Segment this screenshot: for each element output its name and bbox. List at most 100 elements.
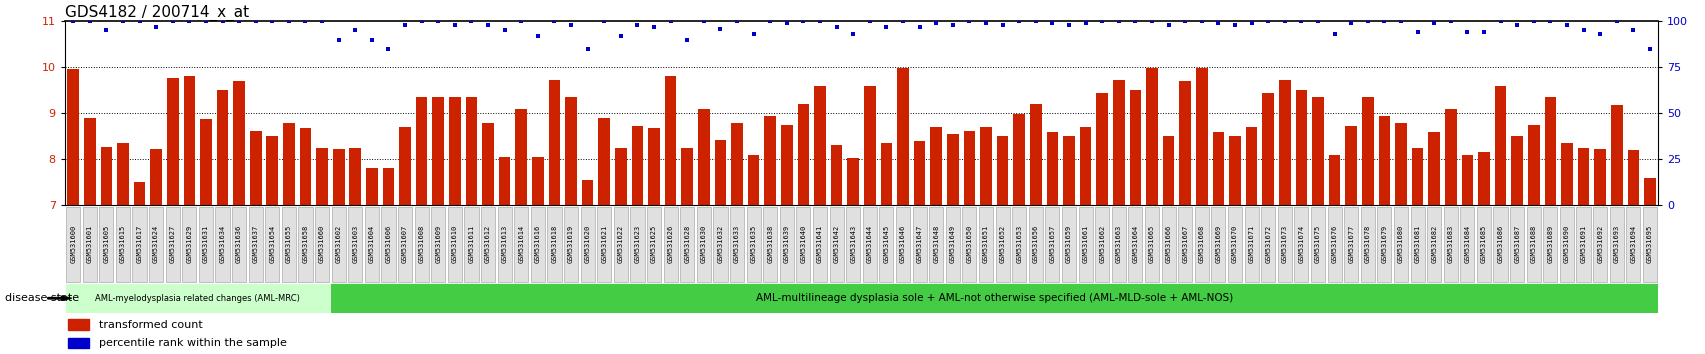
FancyBboxPatch shape [1492, 207, 1507, 282]
FancyBboxPatch shape [66, 207, 80, 282]
FancyBboxPatch shape [680, 207, 694, 282]
Point [839, 31, 866, 37]
FancyBboxPatch shape [1127, 207, 1142, 282]
Text: GSM531695: GSM531695 [1645, 225, 1652, 263]
Text: GSM531693: GSM531693 [1613, 225, 1618, 263]
Point [1137, 18, 1165, 24]
Point [1354, 18, 1381, 24]
FancyBboxPatch shape [1526, 207, 1540, 282]
Point [558, 22, 585, 28]
Bar [515, 109, 527, 205]
Text: GSM531665: GSM531665 [1149, 225, 1154, 263]
Bar [234, 81, 246, 205]
Text: GSM531678: GSM531678 [1364, 225, 1369, 263]
Bar [1062, 136, 1074, 205]
Bar [747, 155, 759, 205]
Bar [598, 118, 610, 205]
Bar [68, 319, 89, 330]
Point [109, 18, 136, 24]
Bar [217, 90, 228, 205]
Point [1453, 29, 1480, 35]
Text: GSM531602: GSM531602 [336, 225, 341, 263]
Text: GSM531687: GSM531687 [1514, 225, 1519, 263]
FancyBboxPatch shape [431, 207, 445, 282]
FancyBboxPatch shape [1294, 207, 1308, 282]
Point [1536, 18, 1563, 24]
FancyBboxPatch shape [116, 207, 130, 282]
FancyBboxPatch shape [1309, 207, 1325, 282]
Text: GSM531684: GSM531684 [1463, 225, 1470, 263]
Point [1519, 18, 1546, 24]
FancyBboxPatch shape [82, 207, 97, 282]
FancyBboxPatch shape [1245, 207, 1258, 282]
Text: GSM531694: GSM531694 [1630, 225, 1635, 263]
Point [772, 20, 800, 26]
Text: GSM531632: GSM531632 [718, 225, 723, 263]
FancyBboxPatch shape [1326, 207, 1340, 282]
Point [225, 18, 252, 24]
Text: disease state: disease state [5, 293, 78, 303]
Bar [781, 125, 793, 205]
Point [1221, 22, 1248, 28]
Bar [167, 78, 179, 205]
FancyBboxPatch shape [945, 207, 960, 282]
Text: GSM531655: GSM531655 [286, 225, 292, 263]
Bar [266, 136, 278, 205]
Text: GSM531680: GSM531680 [1396, 225, 1403, 263]
Point [1204, 20, 1231, 26]
FancyBboxPatch shape [1211, 207, 1224, 282]
Point [873, 24, 900, 30]
Point [1552, 22, 1579, 28]
Bar [118, 143, 128, 205]
Text: AML-myelodysplasia related changes (AML-MRC): AML-myelodysplasia related changes (AML-… [95, 294, 300, 303]
Text: GSM531616: GSM531616 [535, 225, 540, 263]
FancyBboxPatch shape [779, 207, 793, 282]
FancyBboxPatch shape [663, 207, 677, 282]
Bar [65, 283, 331, 313]
Bar [946, 134, 958, 205]
FancyBboxPatch shape [232, 207, 246, 282]
Bar [549, 80, 559, 205]
Point [1287, 18, 1315, 24]
Point [1470, 29, 1497, 35]
Text: GSM531650: GSM531650 [965, 225, 972, 263]
Bar [1461, 155, 1473, 205]
Point [806, 18, 834, 24]
Bar [300, 127, 310, 205]
Text: GSM531644: GSM531644 [866, 225, 873, 263]
Text: GSM531667: GSM531667 [1182, 225, 1187, 263]
Point [673, 37, 701, 42]
Bar [929, 127, 941, 205]
Bar [863, 86, 875, 205]
Text: GSM531673: GSM531673 [1280, 225, 1287, 263]
FancyBboxPatch shape [215, 207, 230, 282]
Bar [498, 157, 510, 205]
FancyBboxPatch shape [929, 207, 943, 282]
FancyBboxPatch shape [1161, 207, 1175, 282]
Point [1502, 22, 1529, 28]
FancyBboxPatch shape [962, 207, 975, 282]
Bar [249, 131, 261, 205]
Bar [367, 167, 377, 205]
Bar [631, 126, 643, 205]
Bar [764, 115, 776, 205]
Bar [1279, 80, 1289, 205]
Bar [980, 127, 991, 205]
Point [1238, 20, 1265, 26]
FancyBboxPatch shape [1344, 207, 1357, 282]
Bar [830, 145, 842, 205]
Point [208, 18, 235, 24]
Text: GDS4182 / 200714_x_at: GDS4182 / 200714_x_at [65, 5, 249, 21]
FancyBboxPatch shape [1509, 207, 1523, 282]
Bar [1112, 80, 1124, 205]
Bar [1294, 90, 1306, 205]
FancyBboxPatch shape [1376, 207, 1391, 282]
Point [375, 46, 402, 52]
FancyBboxPatch shape [1112, 207, 1125, 282]
Bar [914, 141, 924, 205]
Text: GSM531653: GSM531653 [1016, 225, 1021, 263]
Bar [996, 136, 1008, 205]
FancyBboxPatch shape [1061, 207, 1076, 282]
Point [1270, 18, 1298, 24]
Bar [1644, 178, 1656, 205]
